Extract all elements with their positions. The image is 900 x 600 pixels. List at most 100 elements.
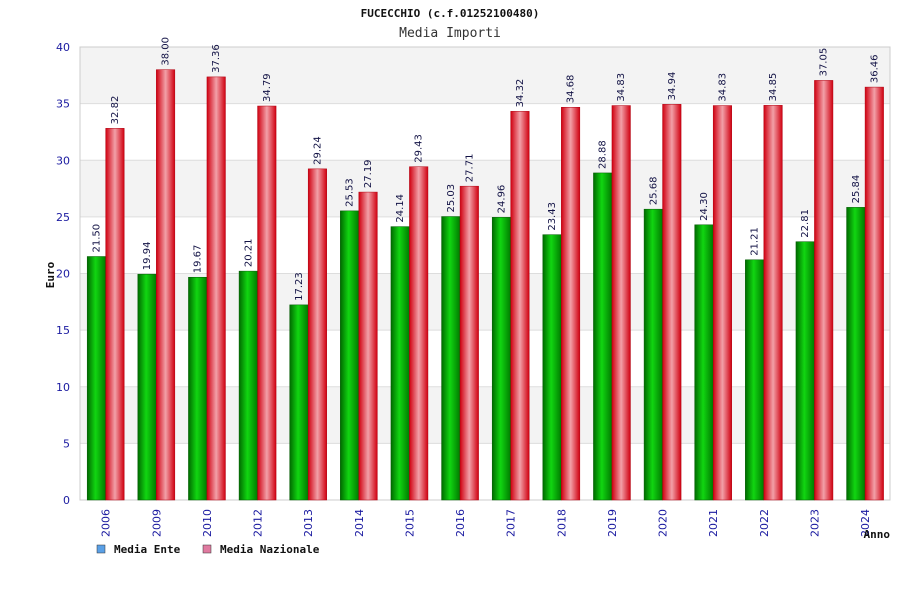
- data-labels: 21.50 32.82 19.94 38.00 19.67 37.36 20.21 34.79…: [91, 37, 880, 301]
- bar-media-ente: [390, 226, 410, 501]
- data-label-media-nazionale: 38.00: [161, 37, 172, 66]
- x-tick-label: 2022: [758, 509, 771, 537]
- y-axis-label: Euro: [44, 261, 57, 288]
- bar-media-nazionale: [712, 105, 732, 501]
- bar-media-nazionale: [561, 106, 581, 501]
- legend: Media Ente Media Nazionale: [96, 543, 320, 556]
- y-tick-label: 25: [56, 211, 70, 224]
- data-label-media-ente: 19.94: [142, 242, 153, 271]
- x-tick-label: 2013: [302, 509, 315, 537]
- bar-media-nazionale: [763, 105, 783, 501]
- bar-media-nazionale: [307, 168, 327, 501]
- x-tick-label: 2021: [707, 509, 720, 537]
- bar-media-ente: [643, 208, 663, 501]
- x-tick-label: 2018: [555, 509, 568, 537]
- x-tick-label: 2019: [606, 509, 619, 537]
- bar-media-nazionale: [409, 166, 429, 501]
- x-tick-label: 2023: [808, 509, 821, 537]
- x-axis-label: Anno: [864, 528, 891, 541]
- bar-media-nazionale: [206, 76, 226, 501]
- data-label-media-nazionale: 29.43: [414, 134, 425, 163]
- bar-media-ente: [137, 273, 157, 501]
- x-tick-label: 2009: [150, 509, 163, 537]
- bar-media-ente: [593, 172, 613, 501]
- bars: [86, 69, 884, 501]
- data-label-media-nazionale: 34.83: [616, 73, 627, 102]
- legend-swatch-media-ente: [96, 544, 106, 554]
- bar-media-ente: [86, 256, 106, 501]
- data-label-media-ente: 21.50: [91, 224, 102, 253]
- data-label-media-ente: 24.30: [699, 192, 710, 221]
- data-label-media-nazionale: 27.19: [363, 159, 374, 188]
- bar-media-ente: [491, 217, 511, 501]
- data-label-media-nazionale: 37.05: [819, 48, 830, 77]
- data-label-media-nazionale: 29.24: [312, 136, 323, 165]
- bar-media-nazionale: [156, 69, 176, 501]
- x-tick-label: 2006: [100, 509, 113, 537]
- bar-media-nazionale: [358, 191, 378, 501]
- y-tick-label: 10: [56, 381, 70, 394]
- data-label-media-ente: 25.84: [851, 175, 862, 204]
- bar-media-ente: [238, 270, 258, 501]
- data-label-media-ente: 25.03: [446, 184, 457, 213]
- data-label-media-nazionale: 34.85: [768, 73, 779, 102]
- bar-media-ente: [340, 210, 360, 501]
- data-label-media-ente: 24.96: [496, 185, 507, 214]
- data-label-media-nazionale: 34.68: [566, 75, 577, 104]
- x-tick-label: 2015: [403, 509, 416, 537]
- x-tick-label: 2014: [353, 509, 366, 537]
- plot-border: [79, 46, 891, 501]
- data-label-media-ente: 28.88: [598, 140, 609, 169]
- bar-media-nazionale: [814, 80, 834, 501]
- data-label-media-nazionale: 37.36: [211, 44, 222, 73]
- bar-media-ente: [694, 224, 714, 501]
- y-tick-label: 15: [56, 324, 70, 337]
- chart-title: FUCECCHIO (c.f.01252100480): [361, 7, 540, 20]
- data-label-media-nazionale: 32.82: [110, 96, 121, 125]
- legend-swatch-media-nazionale: [202, 544, 212, 554]
- data-label-media-ente: 25.68: [648, 177, 659, 206]
- y-tick-label: 40: [56, 41, 70, 54]
- legend-label-media-nazionale: Media Nazionale: [220, 543, 320, 556]
- data-label-media-ente: 21.21: [750, 227, 761, 256]
- data-label-media-ente: 24.14: [395, 194, 406, 223]
- x-tick-label: 2010: [201, 509, 214, 537]
- bar-media-ente: [188, 276, 208, 501]
- data-label-media-nazionale: 36.46: [869, 54, 880, 83]
- data-label-media-ente: 19.67: [193, 245, 204, 274]
- x-tick-label: 2024: [859, 509, 872, 537]
- chart-subtitle: Media Importi: [399, 26, 501, 41]
- bar-media-ente: [441, 216, 461, 501]
- x-tick-label: 2012: [252, 509, 265, 537]
- data-label-media-nazionale: 34.94: [667, 72, 678, 101]
- y-tick-label: 20: [56, 268, 70, 281]
- y-tick-label: 0: [63, 494, 70, 507]
- bar-media-nazionale: [105, 128, 125, 501]
- bar-media-ente: [745, 259, 765, 501]
- data-label-media-ente: 17.23: [294, 272, 305, 301]
- x-tick-label: 2017: [505, 509, 518, 537]
- y-tick-label: 30: [56, 154, 70, 167]
- data-label-media-nazionale: 27.71: [464, 154, 475, 183]
- legend-label-media-ente: Media Ente: [114, 543, 181, 556]
- data-label-media-ente: 22.81: [800, 209, 811, 238]
- y-tick-label: 5: [63, 437, 70, 450]
- x-axis-ticks: 2006 2009 2010 2012 2013 2014 2015 2016 2017 2018…: [100, 509, 872, 537]
- x-tick-label: 2020: [657, 509, 670, 537]
- bar-media-ente: [846, 207, 866, 501]
- bar-media-nazionale: [459, 185, 479, 501]
- bar-media-nazionale: [864, 86, 884, 501]
- bar-media-ente: [289, 304, 309, 501]
- y-axis-ticks: 0 5 10 15 20 25 30 35 40: [56, 41, 70, 507]
- data-label-media-nazionale: 34.83: [717, 73, 728, 102]
- x-tick-label: 2016: [454, 509, 467, 537]
- data-label-media-nazionale: 34.32: [515, 79, 526, 108]
- bar-media-nazionale: [510, 111, 530, 501]
- y-tick-label: 35: [56, 98, 70, 111]
- bar-media-nazionale: [662, 104, 682, 501]
- bar-media-ente: [795, 241, 815, 501]
- data-label-media-nazionale: 34.79: [262, 73, 273, 102]
- bar-media-nazionale: [611, 105, 631, 501]
- data-label-media-ente: 20.21: [243, 238, 254, 267]
